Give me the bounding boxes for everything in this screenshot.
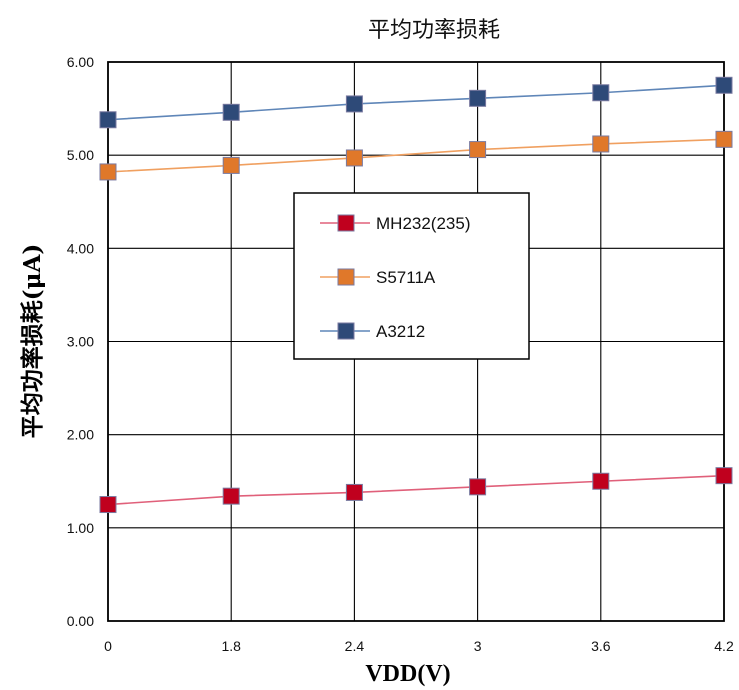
x-tick-label: 2.4 (345, 638, 365, 654)
legend-marker (337, 214, 355, 232)
data-point-marker (715, 130, 733, 148)
data-point-marker (222, 103, 240, 121)
x-tick-label: 3 (474, 638, 482, 654)
legend-label: S5711A (376, 268, 436, 287)
data-point-marker (222, 156, 240, 174)
legend-marker (337, 268, 355, 286)
x-tick-label: 4.2 (714, 638, 734, 654)
data-point-marker (99, 163, 117, 181)
x-tick-label: 3.6 (591, 638, 611, 654)
y-tick-label: 4.00 (67, 240, 94, 256)
data-point-marker (592, 135, 610, 153)
legend-label: MH232(235) (376, 214, 471, 233)
series-line (107, 474, 725, 506)
x-axis-label: VDD(V) (365, 661, 450, 687)
data-point-marker (345, 149, 363, 167)
y-tick-label: 5.00 (67, 147, 94, 163)
data-point-marker (592, 84, 610, 102)
data-point-marker (99, 111, 117, 129)
data-point-marker (99, 496, 117, 514)
data-point-marker (345, 95, 363, 113)
x-axis-ticks: 0 1.8 2.4 3 3.6 4.2 (104, 638, 734, 654)
y-tick-label: 3.00 (67, 334, 94, 350)
y-tick-label: 6.00 (67, 54, 94, 70)
chart-title: 平均功率损耗 (368, 18, 500, 43)
legend-marker (337, 322, 355, 340)
y-axis-label: 平均功率损耗(μA) (19, 244, 46, 438)
data-point-marker (345, 483, 363, 501)
legend: MH232(235) S5711A A3212 (293, 192, 530, 360)
data-point-marker (469, 89, 487, 107)
series-line (107, 84, 725, 121)
x-tick-label: 1.8 (221, 638, 241, 654)
series-line (107, 138, 725, 173)
series-group (99, 76, 733, 514)
y-tick-label: 1.00 (67, 520, 94, 536)
x-tick-label: 0 (104, 638, 112, 654)
data-point-marker (222, 487, 240, 505)
y-tick-label: 2.00 (67, 427, 94, 443)
plot-area (107, 61, 725, 622)
data-point-marker (469, 141, 487, 159)
y-axis-ticks: 0.00 1.00 2.00 3.00 4.00 5.00 6.00 (67, 54, 94, 629)
data-point-marker (469, 478, 487, 496)
y-tick-label: 0.00 (67, 613, 94, 629)
legend-label: A3212 (376, 322, 425, 341)
data-point-marker (592, 472, 610, 490)
data-point-marker (715, 467, 733, 485)
data-point-marker (715, 76, 733, 94)
